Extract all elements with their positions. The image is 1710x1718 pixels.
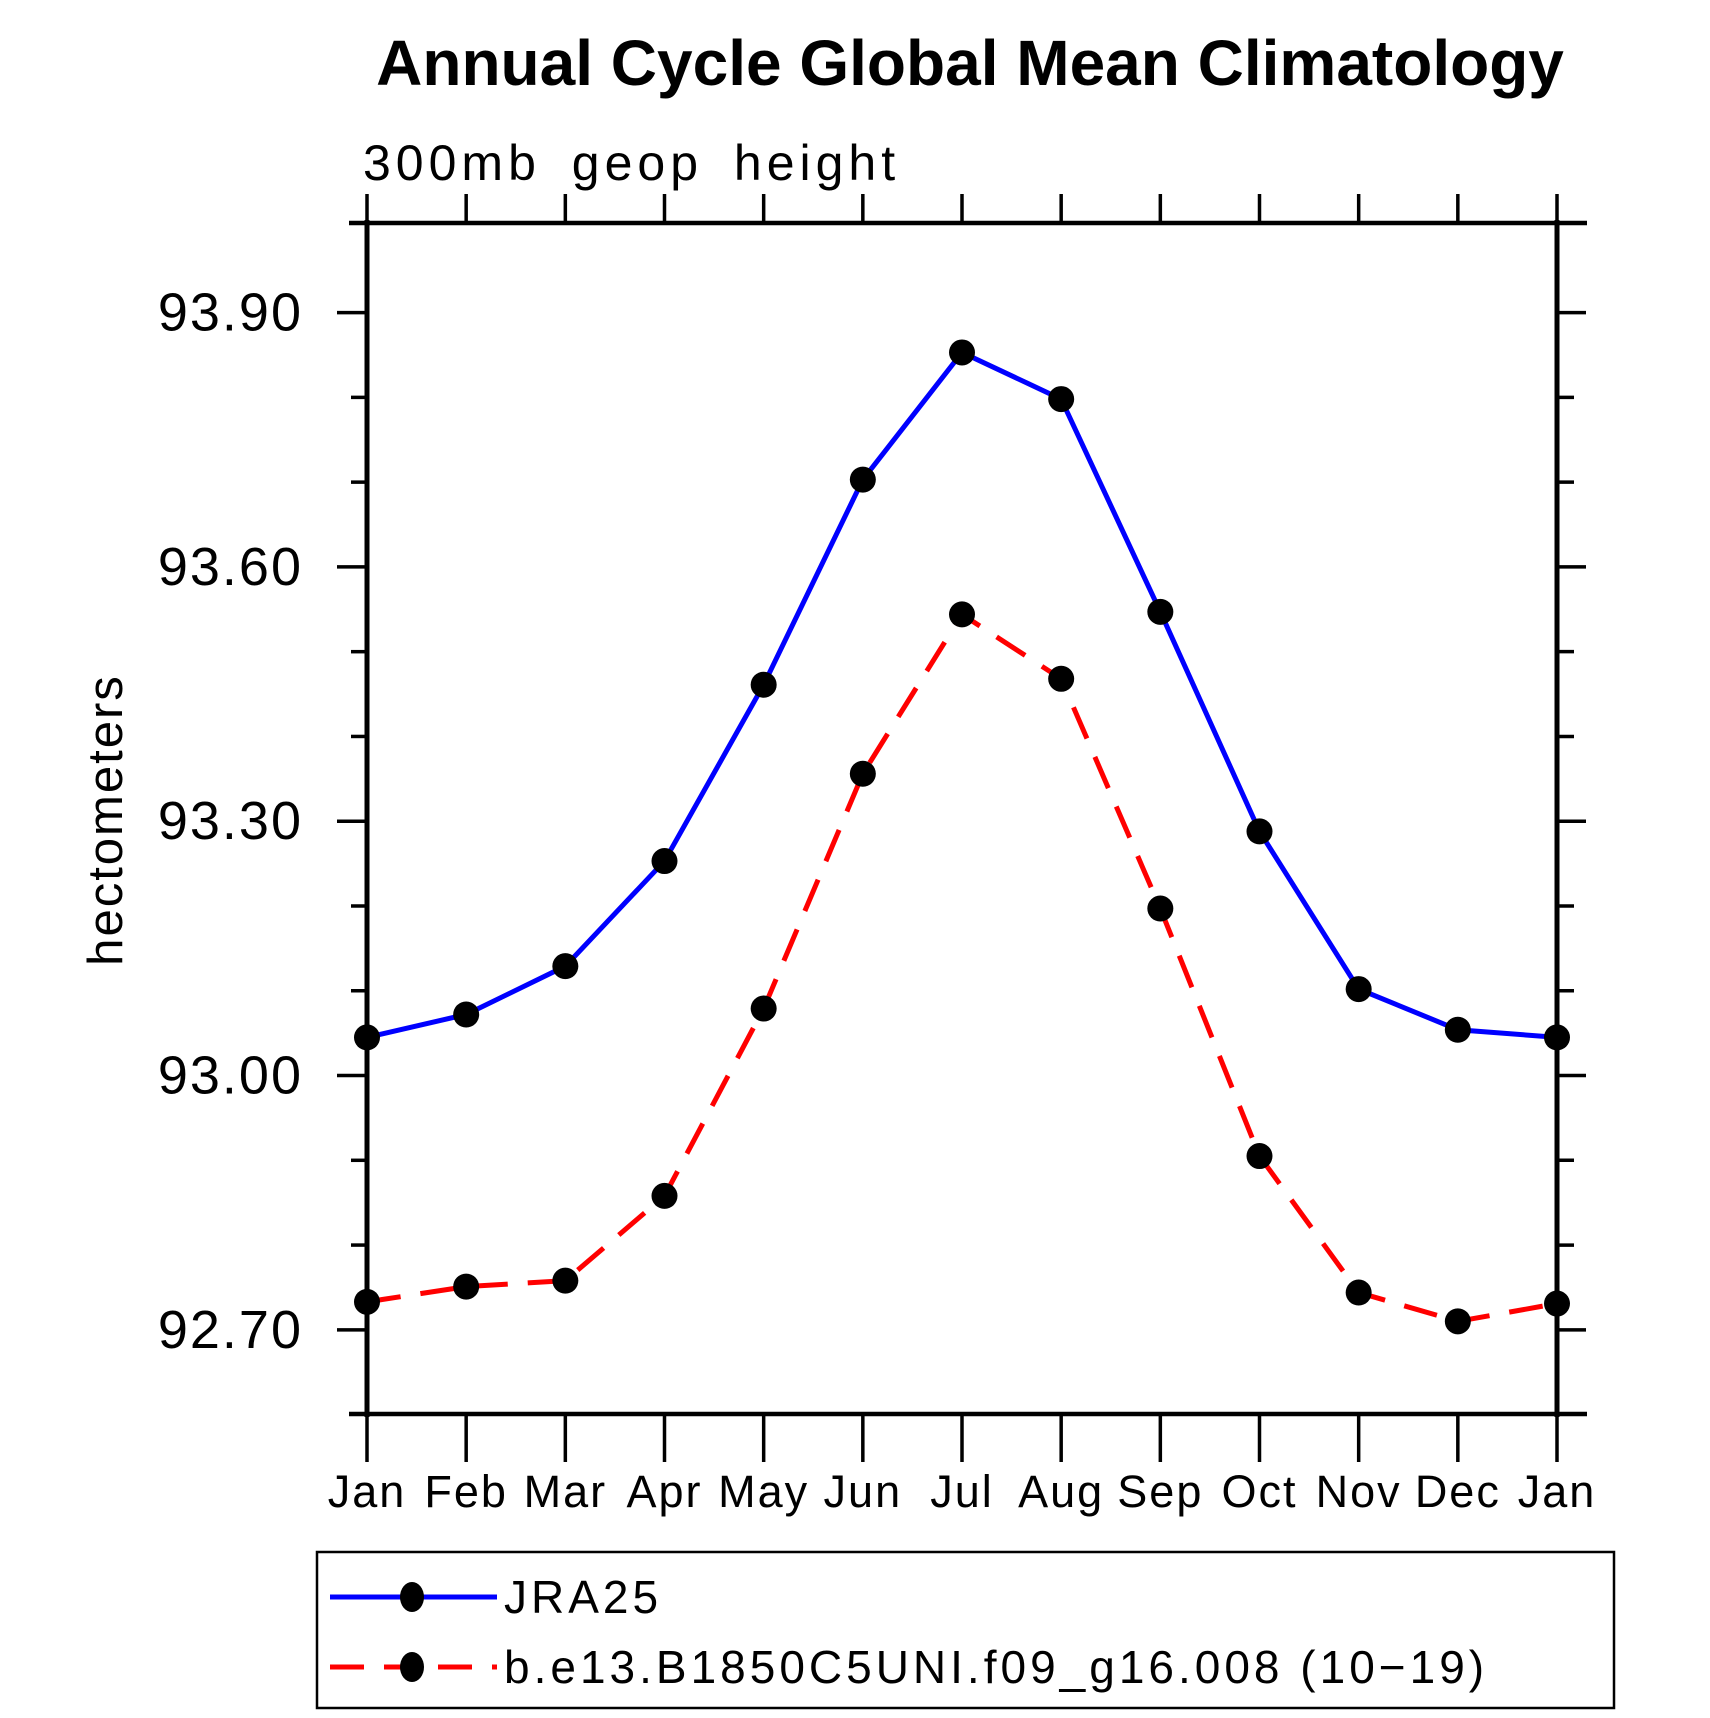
chart-subtitle: 300mb geop height: [363, 135, 900, 191]
x-tick-label: Oct: [1221, 1466, 1297, 1517]
data-point-model: [1246, 1143, 1273, 1170]
x-tick-label: Sep: [1117, 1466, 1203, 1517]
y-tick-label: 93.00: [158, 1046, 303, 1106]
legend-marker-jra25: [400, 1582, 424, 1612]
x-tick-label: Jan: [1518, 1466, 1597, 1517]
series-lines: [366, 349, 1558, 1324]
data-point-model: [1444, 1308, 1471, 1335]
data-point-model: [453, 1273, 480, 1300]
data-point-model: [949, 601, 975, 628]
data-point-model: [849, 760, 876, 787]
data-point-jra25: [354, 1024, 380, 1051]
y-axis-ticks: [337, 310, 1586, 1332]
y-tick-label: 92.70: [158, 1300, 303, 1360]
x-axis-tick-labels: Jan Feb Mar Apr May Jun Jul Aug Sep Oct Nov Dec Jan: [328, 1466, 1597, 1517]
data-point-model: [552, 1267, 579, 1294]
data-point-jra25: [651, 848, 678, 875]
x-tick-label: Dec: [1415, 1466, 1501, 1517]
y-axis-title: hectometers: [79, 674, 133, 966]
data-point-model: [750, 995, 777, 1022]
plot-border: [349, 220, 1587, 1417]
legend-label-model: b.e13.B1850C5UNI.f09_g16.008 (10−19): [504, 1641, 1488, 1693]
data-point-model: [1147, 895, 1174, 922]
data-point-jra25: [1048, 386, 1075, 413]
x-tick-label: Jun: [824, 1466, 903, 1517]
x-axis-ticks: [365, 194, 1559, 1462]
series-line-jra25: [366, 349, 1558, 1040]
legend: JRA25 b.e13.B1850C5UNI.f09_g16.008 (10−1…: [315, 1550, 1616, 1710]
data-point-jra25: [1345, 976, 1372, 1003]
x-tick-label: May: [718, 1466, 809, 1517]
data-point-jra25: [949, 339, 975, 366]
data-point-model: [651, 1182, 678, 1209]
y-tick-label: 93.60: [158, 537, 303, 597]
chart-title: Annual Cycle Global Mean Climatology: [376, 27, 1564, 99]
legend-label-jra25: JRA25: [504, 1571, 662, 1623]
y-tick-label: 93.30: [158, 791, 303, 851]
data-point-jra25: [849, 466, 876, 493]
legend-marker-model: [400, 1652, 424, 1682]
data-point-model: [354, 1288, 380, 1315]
data-point-model: [1345, 1279, 1372, 1306]
x-tick-label: Mar: [524, 1466, 608, 1517]
data-point-jra25: [1246, 818, 1273, 845]
x-tick-label: Jan: [328, 1466, 407, 1517]
x-tick-label: Feb: [424, 1466, 508, 1517]
x-tick-label: Jul: [930, 1466, 994, 1517]
x-tick-label: Aug: [1018, 1466, 1104, 1517]
legend-box: [315, 1550, 1616, 1710]
data-point-jra25: [552, 953, 579, 980]
x-tick-label: Nov: [1316, 1466, 1402, 1517]
data-point-jra25: [1444, 1016, 1471, 1043]
y-axis-tick-labels: 93.90 93.60 93.30 93.00 92.70: [158, 283, 303, 1360]
data-point-jra25: [1147, 598, 1174, 625]
data-point-jra25: [750, 671, 777, 698]
data-point-jra25: [453, 1001, 480, 1028]
series-markers: [354, 339, 1570, 1335]
x-tick-label: Apr: [626, 1466, 702, 1517]
series-line-model: [366, 610, 1558, 1324]
data-point-model: [1544, 1290, 1570, 1317]
data-point-model: [1048, 665, 1075, 692]
data-point-jra25: [1544, 1024, 1570, 1051]
y-tick-label: 93.90: [158, 283, 303, 343]
